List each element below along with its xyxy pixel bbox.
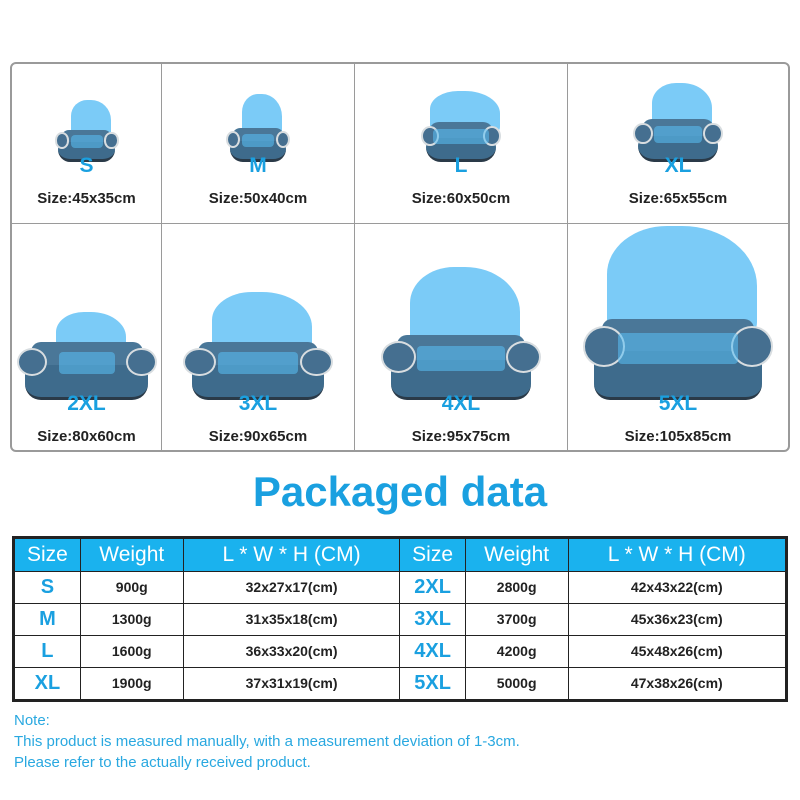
size-cell: S Size:45x35cm [12, 64, 162, 224]
size-cell: M Size:50x40cm [162, 64, 355, 224]
dimensions-cell: 31x35x18(cm) [182, 602, 401, 636]
size-cell: XL [13, 666, 81, 702]
size-label: 2XL [67, 392, 106, 415]
header-weight: Weight [465, 537, 569, 572]
size-label: 5XL [658, 392, 698, 415]
dog-silhouette-icon [242, 133, 274, 147]
dog-bed-image [183, 336, 333, 400]
note: Note: This product is measured manually,… [14, 710, 520, 773]
dog-silhouette-icon [218, 352, 298, 375]
table-row: XL 1900g 37x31x19(cm) 5XL 5000g 47x38x26(cm) [13, 666, 788, 702]
size-cell: 2XL [399, 571, 466, 604]
size-cell: 5XL [399, 666, 466, 702]
size-label: 4XL [441, 392, 481, 415]
size-cell: L Size:60x50cm [355, 64, 568, 224]
size-cell: XL Size:65x55cm [568, 64, 788, 224]
table-row: M 1300g 31x35x18(cm) 3XL 3700g 45x36x23(cm) [13, 602, 788, 636]
weight-cell: 900g [79, 571, 184, 604]
size-cell: 3XL [399, 602, 466, 636]
dimensions-cell: 37x31x19(cm) [182, 666, 401, 702]
dog-silhouette-icon [70, 135, 103, 148]
size-dimensions: Size:50x40cm [208, 190, 308, 207]
packaged-data-table: Size Weight L * W * H (CM) Size Weight L… [12, 536, 788, 702]
table-row: S 900g 32x27x17(cm) 2XL 2800g 42x43x22(cm) [13, 571, 788, 604]
size-cell: L [13, 634, 81, 668]
dog-silhouette-icon [417, 346, 505, 372]
header-size: Size [399, 537, 466, 572]
size-dimensions: Size:80x60cm [37, 428, 136, 445]
dog-silhouette-icon [58, 352, 115, 375]
weight-cell: 4200g [464, 634, 569, 668]
size-cell: M [13, 602, 81, 636]
dog-silhouette-icon [618, 332, 738, 364]
size-cell: S [13, 571, 81, 604]
size-grid: S Size:45x35cm M Size:50x40cm L Size:60x… [10, 62, 790, 452]
size-label: L [454, 154, 468, 177]
dog-silhouette-icon [654, 126, 702, 143]
dimensions-cell: 36x33x20(cm) [182, 634, 401, 668]
size-dimensions: Size:65x55cm [628, 190, 728, 207]
header-dimensions: L * W * H (CM) [183, 537, 401, 572]
note-line: Please refer to the actually received pr… [14, 754, 311, 771]
size-cell: 5XL Size:105x85cm [568, 224, 788, 450]
dimensions-cell: 47x38x26(cm) [567, 666, 788, 702]
size-dimensions: Size:60x50cm [411, 190, 511, 207]
weight-cell: 3700g [464, 602, 569, 636]
size-dimensions: Size:45x35cm [37, 190, 136, 207]
dog-silhouette-icon [433, 129, 489, 145]
size-cell: 4XL [399, 634, 466, 668]
header-size: Size [13, 537, 81, 572]
dimensions-cell: 42x43x22(cm) [567, 571, 788, 604]
weight-cell: 5000g [464, 666, 569, 702]
dimensions-cell: 32x27x17(cm) [182, 571, 401, 604]
dimensions-cell: 45x48x26(cm) [567, 634, 788, 668]
header-dimensions: L * W * H (CM) [568, 537, 787, 572]
table-row: L 1600g 36x33x20(cm) 4XL 4200g 45x48x26(cm) [13, 634, 788, 668]
weight-cell: 1900g [79, 666, 184, 702]
size-cell: 2XL Size:80x60cm [12, 224, 162, 450]
table-header-row: Size Weight L * W * H (CM) Size Weight L… [13, 537, 787, 572]
size-label: S [79, 154, 94, 177]
size-dimensions: Size:95x75cm [411, 428, 511, 445]
size-label: 3XL [238, 392, 278, 415]
size-cell: 4XL Size:95x75cm [355, 224, 568, 450]
weight-cell: 1600g [79, 634, 184, 668]
weight-cell: 2800g [464, 571, 569, 604]
size-label: XL [664, 154, 692, 177]
size-label: M [249, 154, 267, 177]
dog-bed-image [226, 124, 290, 162]
size-dimensions: Size:90x65cm [208, 428, 308, 445]
size-cell: 3XL Size:90x65cm [162, 224, 355, 450]
note-line: This product is measured manually, with … [14, 733, 520, 750]
page-title: Packaged data [252, 468, 548, 515]
header-weight: Weight [80, 537, 184, 572]
size-dimensions: Size:105x85cm [624, 428, 732, 445]
note-title: Note: [14, 712, 50, 729]
dimensions-cell: 45x36x23(cm) [567, 602, 788, 636]
weight-cell: 1300g [79, 602, 184, 636]
